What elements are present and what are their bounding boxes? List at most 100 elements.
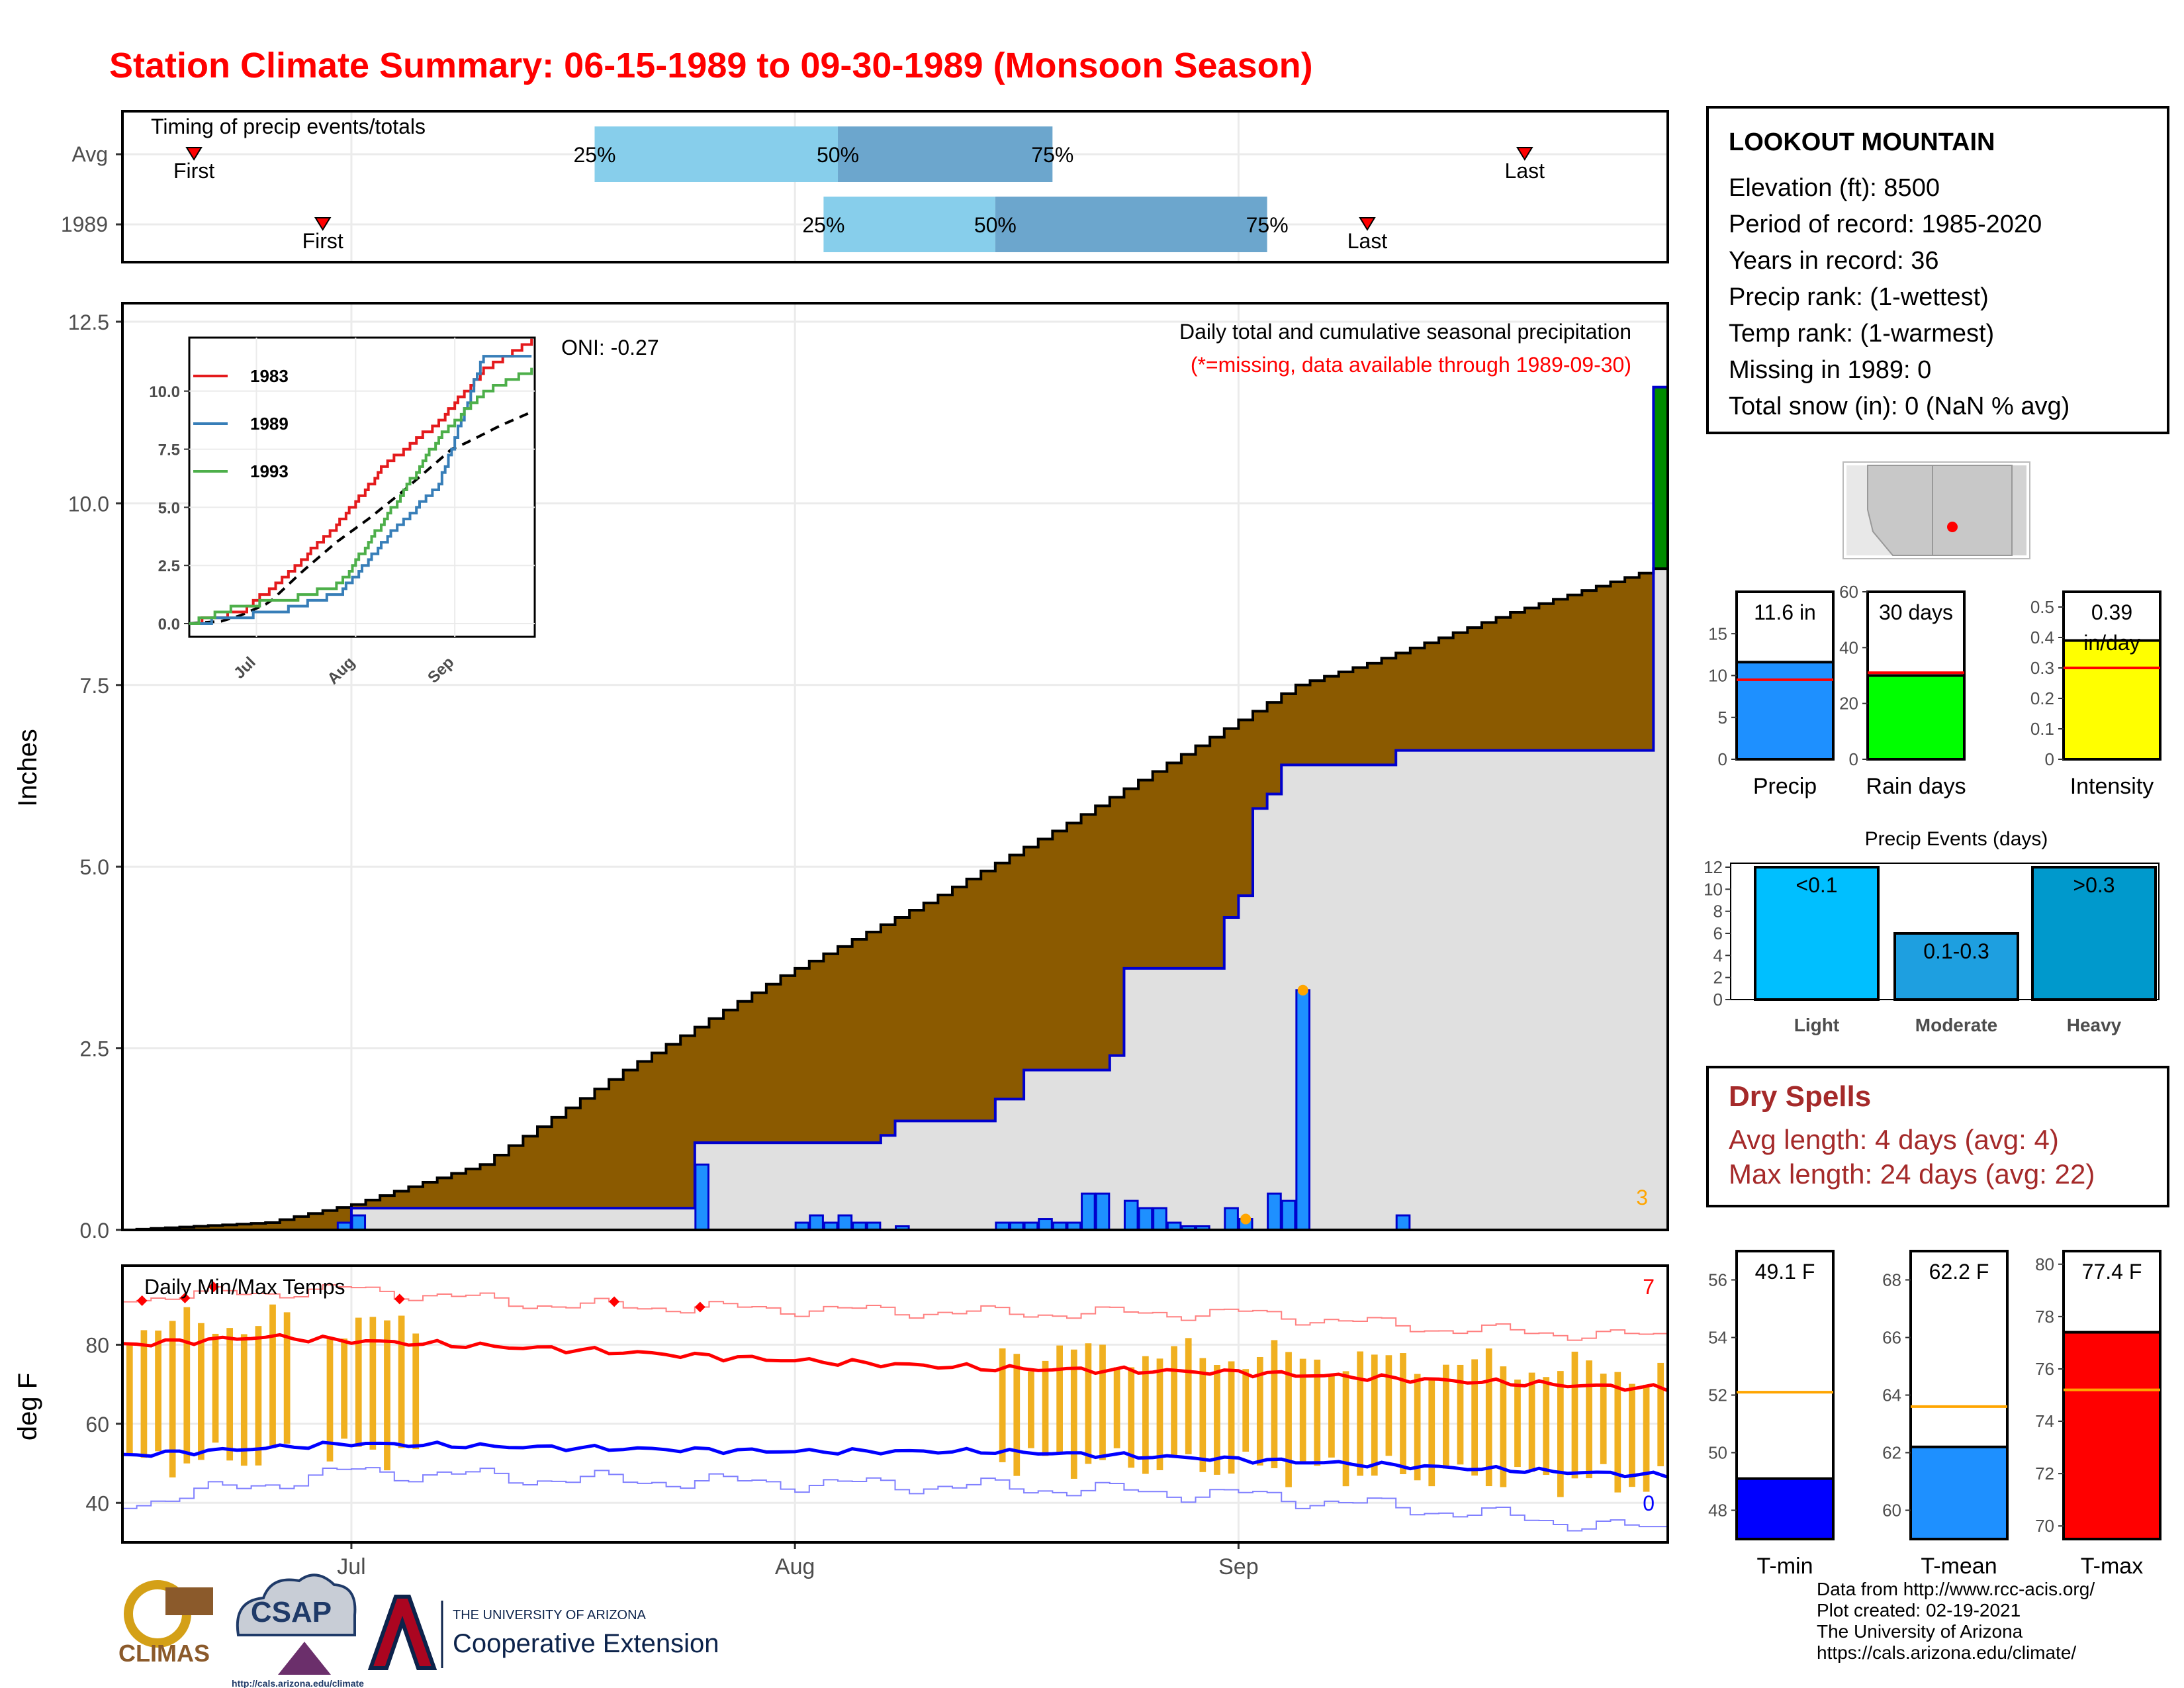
daily-temp-range-bar xyxy=(1299,1358,1306,1463)
arizona-a-logo xyxy=(367,1595,437,1670)
precip-chart-subtitle: (*=missing, data available through 1989-… xyxy=(1191,353,1631,377)
precip-ytick-label-0: 0.0 xyxy=(80,1219,109,1243)
temp-total-xlabel: T-min xyxy=(1757,1554,1813,1579)
daily-precip-bar xyxy=(694,1163,709,1231)
temp-total-value-bar xyxy=(2062,1331,2161,1541)
events-bar-label-2: >0.3 xyxy=(2073,873,2115,897)
temp-total-ytick-label: 70 xyxy=(2035,1516,2054,1536)
precip-frame xyxy=(121,302,1669,1231)
daily-temp-range-bar xyxy=(1357,1351,1364,1476)
season-total-ytick-label: 0 xyxy=(2045,749,2054,769)
timing-label-50: 50% xyxy=(974,213,1017,237)
station-location-dot xyxy=(1947,522,1958,532)
season-total-ytick-label: 0.3 xyxy=(2030,658,2054,678)
daily-temp-range-bar xyxy=(412,1333,420,1450)
daily-temp-range-bar xyxy=(1514,1380,1521,1468)
daily-temp-range-bar xyxy=(1285,1352,1292,1487)
temp-total-value-bar xyxy=(1735,1477,1835,1540)
daily-temp-range-bar xyxy=(1142,1356,1149,1474)
station-name: LOOKOUT MOUNTAIN xyxy=(1729,128,1995,156)
daily-temp-range-bar xyxy=(1557,1371,1564,1497)
temp-total-value-label: 62.2 F xyxy=(1929,1260,1989,1284)
timing-panel: 25% 50% 75% First Last Avg 25% 50% 75% First Last 1… xyxy=(61,110,1669,263)
daily-temp-range-bar xyxy=(1342,1371,1349,1487)
daily-temp-range-bar xyxy=(1471,1359,1478,1476)
inset-legend-label-1989: 1989 xyxy=(250,414,289,434)
record-high-marker xyxy=(208,1282,219,1293)
temp-total-panel-2: 77.4 F 70 72 74 76 78 80 T-max xyxy=(2035,1250,2161,1579)
daily-temp-range-bar xyxy=(1199,1358,1206,1472)
season-total-ytick-label: 0 xyxy=(1718,749,1727,769)
events-bar-label-1: 0.1-0.3 xyxy=(1923,939,1989,963)
timing-box-lower xyxy=(823,197,995,252)
daily-temp-range-bar xyxy=(140,1330,148,1458)
events-ytick-label-1: 2 xyxy=(1713,968,1723,988)
station-precip-rank: Precip rank: (1-wettest) xyxy=(1729,283,1989,311)
temp-ytick-label-0: 40 xyxy=(85,1491,109,1515)
season-total-ytick-label: 10 xyxy=(1708,666,1727,686)
season-total-value-unit: in/day xyxy=(2083,631,2140,655)
precip-ytick-label-4: 10.0 xyxy=(68,492,109,516)
record-min-count: 0 xyxy=(1643,1491,1655,1515)
season-total-ytick-label: 0 xyxy=(1849,749,1858,769)
temp-chart-title: Daily Min/Max Temps xyxy=(144,1275,345,1299)
temp-total-value-label: 49.1 F xyxy=(1755,1260,1815,1284)
cumulative-1989-line xyxy=(122,385,1668,1231)
csap-logo-url: http://cals.arizona.edu/climate xyxy=(232,1678,364,1688)
temp-ylabel: deg F xyxy=(13,1373,42,1440)
daily-temp-range-bar xyxy=(1085,1343,1092,1464)
daily-temp-range-bar xyxy=(341,1338,347,1439)
location-map xyxy=(1843,461,2030,559)
daily-precip-bar xyxy=(1295,989,1310,1231)
temp-total-panel-0: 49.1 F 48 50 52 54 56 T-min xyxy=(1708,1250,1835,1579)
daily-temp-range-bar xyxy=(1028,1371,1034,1448)
station-info-box: LOOKOUT MOUNTAIN Elevation (ft): 8500 Pe… xyxy=(1706,106,2169,434)
first-event-label: First xyxy=(173,159,214,183)
deficit-area xyxy=(122,569,1668,1230)
record-daily-marker xyxy=(1297,984,1308,996)
daily-temp-range-bar xyxy=(398,1315,405,1448)
daily-temp-range-bar xyxy=(326,1336,334,1462)
record-high-marker xyxy=(394,1293,405,1305)
precip-chart-title: Daily total and cumulative seasonal prec… xyxy=(1179,320,1631,344)
temp-total-ytick-label: 76 xyxy=(2035,1359,2054,1379)
station-missing: Missing in 1989: 0 xyxy=(1729,356,1932,384)
season-total-panel-0: 11.6 in 0 5 10 15 Precip xyxy=(1708,590,1835,799)
inset-series-line-1993 xyxy=(189,367,533,625)
daily-temp-range-bar xyxy=(169,1321,176,1477)
precip-ytick-label-3: 7.5 xyxy=(80,674,109,698)
station-elevation: Elevation (ft): 8500 xyxy=(1729,174,1940,202)
season-total-ytick-label: 20 xyxy=(1839,694,1858,714)
credit-url: https://cals.arizona.edu/climate/ xyxy=(1817,1642,2077,1663)
precip-events-title: Precip Events (days) xyxy=(1865,828,2048,850)
daily-temp-range-bar xyxy=(1614,1372,1621,1493)
map-new-mexico xyxy=(1932,465,2013,556)
record-max-count: 7 xyxy=(1643,1275,1655,1299)
daily-temp-range-bar xyxy=(1400,1353,1406,1474)
temp-xtick-label-1: Aug xyxy=(775,1554,815,1579)
record-high-marker xyxy=(694,1301,705,1313)
temp-total-ytick-label: 74 xyxy=(2035,1411,2054,1431)
inset-legend-label-1983: 1983 xyxy=(250,366,289,386)
temp-total-ytick-label: 66 xyxy=(1882,1328,1901,1348)
daily-temp-range-bar xyxy=(1185,1338,1192,1454)
timing-label-75: 75% xyxy=(1246,213,1289,237)
season-total-ytick-label: 40 xyxy=(1839,637,1858,657)
daily-precip-bar xyxy=(1152,1207,1167,1231)
dry-spells-max: Max length: 24 days (avg: 22) xyxy=(1729,1158,2095,1190)
daily-precip-bar xyxy=(1267,1192,1282,1231)
daily-temp-range-bar xyxy=(126,1344,133,1454)
record-max-line xyxy=(122,1284,1668,1341)
csap-logo-cloud xyxy=(236,1573,357,1636)
station-years: Years in record: 36 xyxy=(1729,247,1939,275)
daily-temp-range-bar xyxy=(1385,1355,1392,1456)
temp-total-ytick-label: 52 xyxy=(1708,1385,1727,1405)
daily-temp-range-bar xyxy=(1156,1358,1163,1470)
oni-label: ONI: -0.27 xyxy=(561,336,659,359)
inset-ytick-label-2: 5.0 xyxy=(158,499,180,517)
first-event-marker xyxy=(314,217,332,231)
timing-label-25: 25% xyxy=(573,143,615,167)
temp-total-ytick-label: 62 xyxy=(1882,1443,1901,1463)
daily-temp-range-bar xyxy=(1428,1380,1435,1487)
